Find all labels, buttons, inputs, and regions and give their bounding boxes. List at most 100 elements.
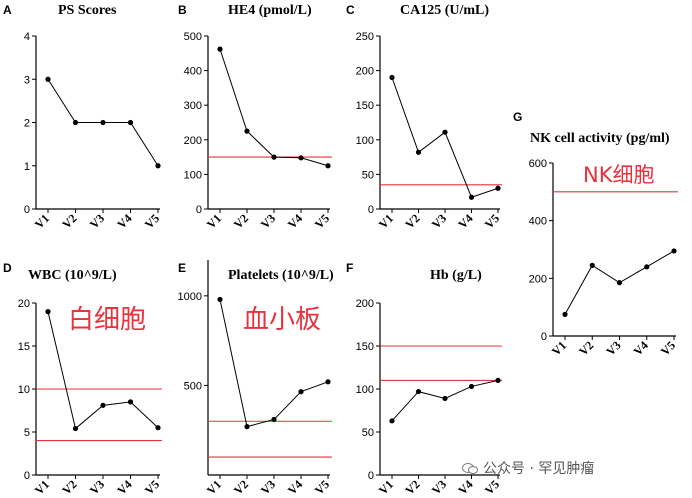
panel-a-x-tick-label: V4 [114,211,134,231]
panel-g-x-tick-label: V2 [576,338,596,358]
panel-c-y-tick-label: 200 [356,66,374,78]
panel-a-y-tick-label: 0 [24,204,30,216]
panel-g-point [671,248,677,254]
panel-c-x-tick-label: V3 [429,211,449,231]
panel-a-y-tick-label: 2 [24,118,30,130]
panel-a-point [127,119,134,126]
panel-d-title: WBC (10^9/L) [28,268,117,283]
panel-g-y-tick-label: 400 [529,216,547,228]
panel-f-y-tick-label: 150 [356,341,374,353]
panel-g-annotation: NK细胞 [583,163,654,187]
panel-b-series-line [219,48,329,167]
panel-f-x-tick-label: V4 [455,477,475,497]
panel-a-point [45,76,51,82]
panel-e-point [298,389,304,395]
panel-b-x-tick-label: V3 [258,211,278,231]
panel-f-letter: F [346,261,353,275]
panel-a-point [155,163,161,169]
panel-b-point [244,128,250,134]
panel-a-x-tick-label: V1 [32,211,52,231]
panel-d-x-tick-label: V2 [59,477,79,497]
panel-c-y-tick-label: 50 [362,169,374,181]
panel-b-x-tick-label: V2 [231,211,251,231]
panel-e-annotation: 血小板 [243,305,321,335]
panel-a-letter: A [3,3,12,17]
panel-c-y-tick-label: 100 [356,135,374,147]
panel-g-point [589,262,595,268]
panel-b-title: HE4 (pmol/L) [228,3,312,18]
panel-c-y-tick-label: 0 [368,204,374,216]
panel-c-point [389,74,395,81]
panel-g-x-tick-label: V5 [658,338,678,358]
panel-d-point [45,309,51,315]
watermark: 公众号 · 罕见肿瘤 [462,458,594,478]
panel-d-point [155,425,161,431]
panel-g-y-tick-label: 0 [541,331,547,343]
panel-a-x-tick-label: V2 [59,211,79,231]
panel-a-y-tick-label: 3 [24,74,30,86]
panel-f-point [495,377,501,383]
panel-d-letter: D [3,261,12,275]
panel-b-point [298,155,304,161]
panel-e-title: Platelets (10^9/L) [228,268,334,283]
panel-b-y-tick-label: 300 [184,100,202,112]
panel-d-y-tick-label: 20 [18,298,30,310]
panel-g-title: NK cell activity (pg/ml) [530,131,670,146]
panel-b-point [271,154,277,160]
panel-d-y-tick-label: 0 [24,470,30,482]
panel-b-letter: B [178,3,187,17]
panel-a-x-tick-label: V5 [142,211,162,231]
panel-f-point [389,418,395,424]
panel-d-point [72,425,79,432]
panel-c-point [495,185,501,191]
panel-b-y-tick-label: 500 [184,31,202,43]
panel-g-x-tick-label: V1 [549,338,569,358]
panel-b-point [325,163,331,169]
panel-g-letter: G [513,110,522,124]
panel-g-point [616,280,623,286]
panel-d-annotation: 白细胞 [68,305,146,335]
panel-c-title: CA125 (U/mL) [400,3,489,18]
panel-e-letter: E [178,261,186,275]
panel-c-point [415,149,422,155]
panel-b-y-tick-label: 400 [184,66,202,78]
panel-a-x-tick-label: V3 [87,211,107,231]
panel-c-x-tick-label: V1 [376,211,396,231]
panel-a-title: PS Scores [58,3,117,18]
panel-d-x-tick-label: V5 [142,477,162,497]
panel-a-point [72,119,79,126]
panel-c-point [442,129,448,135]
watermark-text: 公众号 · 罕见肿瘤 [483,461,595,477]
panel-d-point [127,399,134,405]
panel-e-y-tick-label: 500 [184,380,202,392]
panel-g-point [644,264,650,270]
panel-e-point [271,416,277,423]
panel-e-y-tick-label: 1000 [178,291,202,303]
panel-g-x-tick-label: V3 [603,338,623,358]
panel-c-y-tick-label: 150 [356,100,374,112]
panel-d-y-tick-label: 15 [18,341,30,353]
panel-f-y-tick-label: 50 [362,427,374,439]
panel-e-x-tick-label: V5 [312,477,332,497]
panel-f-y-tick-label: 100 [356,384,374,396]
panel-c-series-line [391,77,499,198]
panel-c-y-tick-label: 250 [356,31,374,43]
panel-f-point [442,395,448,402]
panel-d-x-tick-label: V1 [32,477,52,497]
panel-a-y-tick-label: 4 [24,31,30,43]
panel-e-x-tick-label: V3 [258,477,278,497]
panel-f-y-tick-label: 200 [356,298,374,310]
panel-e-x-tick-label: V4 [285,477,305,497]
panel-g-y-tick-label: 200 [529,273,547,285]
panel-g-x-tick-label: V4 [631,338,651,358]
panel-e-x-tick-label: V2 [231,477,251,497]
panel-d-y-tick-label: 5 [24,427,30,439]
panel-b-x-tick-label: V4 [285,211,305,231]
panel-d-x-tick-label: V3 [87,477,107,497]
panel-g-y-tick-label: 600 [529,158,547,170]
panel-d-point [100,402,106,408]
panel-g-point [562,311,568,317]
panel-d-y-tick-label: 10 [18,384,30,396]
panel-c-letter: C [346,3,355,17]
